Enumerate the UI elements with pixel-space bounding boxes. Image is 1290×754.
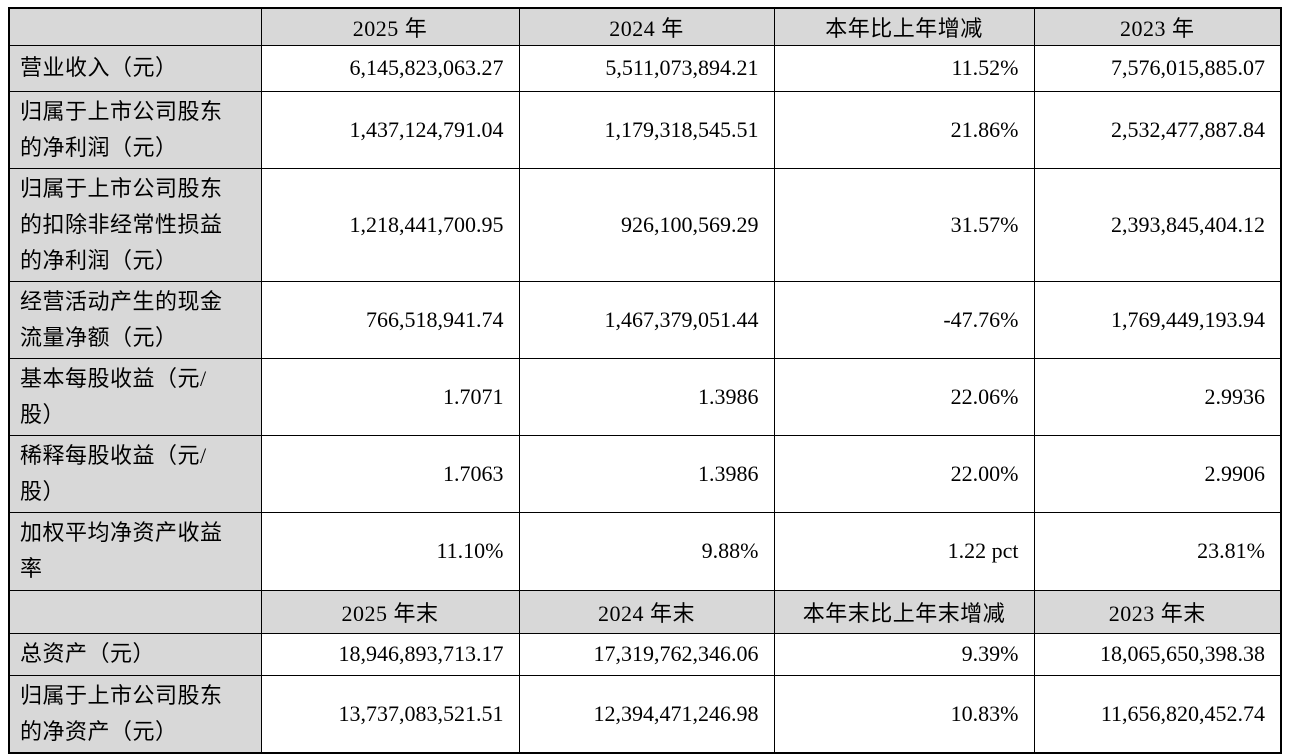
corner-cell xyxy=(8,7,262,46)
table-row-revenue: 营业收入（元） 6,145,823,063.27 5,511,073,894.2… xyxy=(8,44,1282,92)
cell-value: 1.7063 xyxy=(260,434,520,513)
table-row-operating-cash-flow: 经营活动产生的现金 流量净额（元） 766,518,941.74 1,467,3… xyxy=(8,280,1282,359)
cell-value: 1,769,449,193.94 xyxy=(1033,280,1282,359)
cell-value: 23.81% xyxy=(1033,511,1282,591)
cell-value: 7,576,015,885.07 xyxy=(1033,44,1282,92)
financial-summary-table: 2025 年 2024 年 本年比上年增减 2023 年 营业收入（元） 6,1… xyxy=(8,7,1282,754)
table-row-diluted-eps: 稀释每股收益（元/ 股） 1.7063 1.3986 22.00% 2.9906 xyxy=(8,434,1282,513)
cell-value: 1,437,124,791.04 xyxy=(260,90,520,169)
cell-value: 5,511,073,894.21 xyxy=(518,44,775,92)
col-header-2023-end: 2023 年末 xyxy=(1033,589,1282,634)
cell-value: 22.06% xyxy=(773,357,1035,436)
cell-value: 9.39% xyxy=(773,632,1035,676)
cell-value: 17,319,762,346.06 xyxy=(518,632,775,676)
table-row-net-profit: 归属于上市公司股东 的净利润（元） 1,437,124,791.04 1,179… xyxy=(8,90,1282,169)
row-label: 归属于上市公司股东 的扣除非经常性损益 的净利润（元） xyxy=(8,167,262,282)
cell-value: 2.9906 xyxy=(1033,434,1282,513)
cell-value: 1.3986 xyxy=(518,434,775,513)
col-header-2025: 2025 年 xyxy=(260,7,520,46)
col-header-2025-end: 2025 年末 xyxy=(260,589,520,634)
cell-value: 31.57% xyxy=(773,167,1035,282)
table-row-net-profit-excl-nonrecurring: 归属于上市公司股东 的扣除非经常性损益 的净利润（元） 1,218,441,70… xyxy=(8,167,1282,282)
cell-value: 1.3986 xyxy=(518,357,775,436)
cell-value: 926,100,569.29 xyxy=(518,167,775,282)
cell-value: 1,179,318,545.51 xyxy=(518,90,775,169)
cell-value: 1,467,379,051.44 xyxy=(518,280,775,359)
cell-value: 1.22 pct xyxy=(773,511,1035,591)
cell-value: 2.9936 xyxy=(1033,357,1282,436)
table-row-weighted-avg-roe: 加权平均净资产收益 率 11.10% 9.88% 1.22 pct 23.81% xyxy=(8,511,1282,591)
col-header-yoy-change: 本年比上年增减 xyxy=(773,7,1035,46)
col-header-2024-end: 2024 年末 xyxy=(518,589,775,634)
cell-value: -47.76% xyxy=(773,280,1035,359)
header-row-year-end: 2025 年末 2024 年末 本年末比上年末增减 2023 年末 xyxy=(8,589,1282,634)
cell-value: 18,065,650,398.38 xyxy=(1033,632,1282,676)
cell-value: 6,145,823,063.27 xyxy=(260,44,520,92)
cell-value: 11.52% xyxy=(773,44,1035,92)
row-label: 基本每股收益（元/ 股） xyxy=(8,357,262,436)
table-row-net-assets: 归属于上市公司股东 的净资产（元） 13,737,083,521.51 12,3… xyxy=(8,674,1282,753)
cell-value: 9.88% xyxy=(518,511,775,591)
cell-value: 2,393,845,404.12 xyxy=(1033,167,1282,282)
cell-value: 766,518,941.74 xyxy=(260,280,520,359)
table-row-basic-eps: 基本每股收益（元/ 股） 1.7071 1.3986 22.06% 2.9936 xyxy=(8,357,1282,436)
row-label: 归属于上市公司股东 的净利润（元） xyxy=(8,90,262,169)
row-label: 归属于上市公司股东 的净资产（元） xyxy=(8,674,262,753)
cell-value: 21.86% xyxy=(773,90,1035,169)
col-header-2023: 2023 年 xyxy=(1033,7,1282,46)
cell-value: 11.10% xyxy=(260,511,520,591)
row-label: 稀释每股收益（元/ 股） xyxy=(8,434,262,513)
table-row-total-assets: 总资产（元） 18,946,893,713.17 17,319,762,346.… xyxy=(8,632,1282,676)
cell-value: 1.7071 xyxy=(260,357,520,436)
row-label: 总资产（元） xyxy=(8,632,262,676)
financial-summary: 2025 年 2024 年 本年比上年增减 2023 年 营业收入（元） 6,1… xyxy=(8,7,1282,754)
cell-value: 13,737,083,521.51 xyxy=(260,674,520,753)
cell-value: 1,218,441,700.95 xyxy=(260,167,520,282)
corner-cell xyxy=(8,589,262,634)
cell-value: 18,946,893,713.17 xyxy=(260,632,520,676)
cell-value: 12,394,471,246.98 xyxy=(518,674,775,753)
cell-value: 22.00% xyxy=(773,434,1035,513)
header-row-annual: 2025 年 2024 年 本年比上年增减 2023 年 xyxy=(8,7,1282,46)
cell-value: 2,532,477,887.84 xyxy=(1033,90,1282,169)
row-label: 营业收入（元） xyxy=(8,44,262,92)
col-header-year-end-change: 本年末比上年末增减 xyxy=(773,589,1035,634)
col-header-2024: 2024 年 xyxy=(518,7,775,46)
cell-value: 10.83% xyxy=(773,674,1035,753)
row-label: 加权平均净资产收益 率 xyxy=(8,511,262,591)
cell-value: 11,656,820,452.74 xyxy=(1033,674,1282,753)
row-label: 经营活动产生的现金 流量净额（元） xyxy=(8,280,262,359)
